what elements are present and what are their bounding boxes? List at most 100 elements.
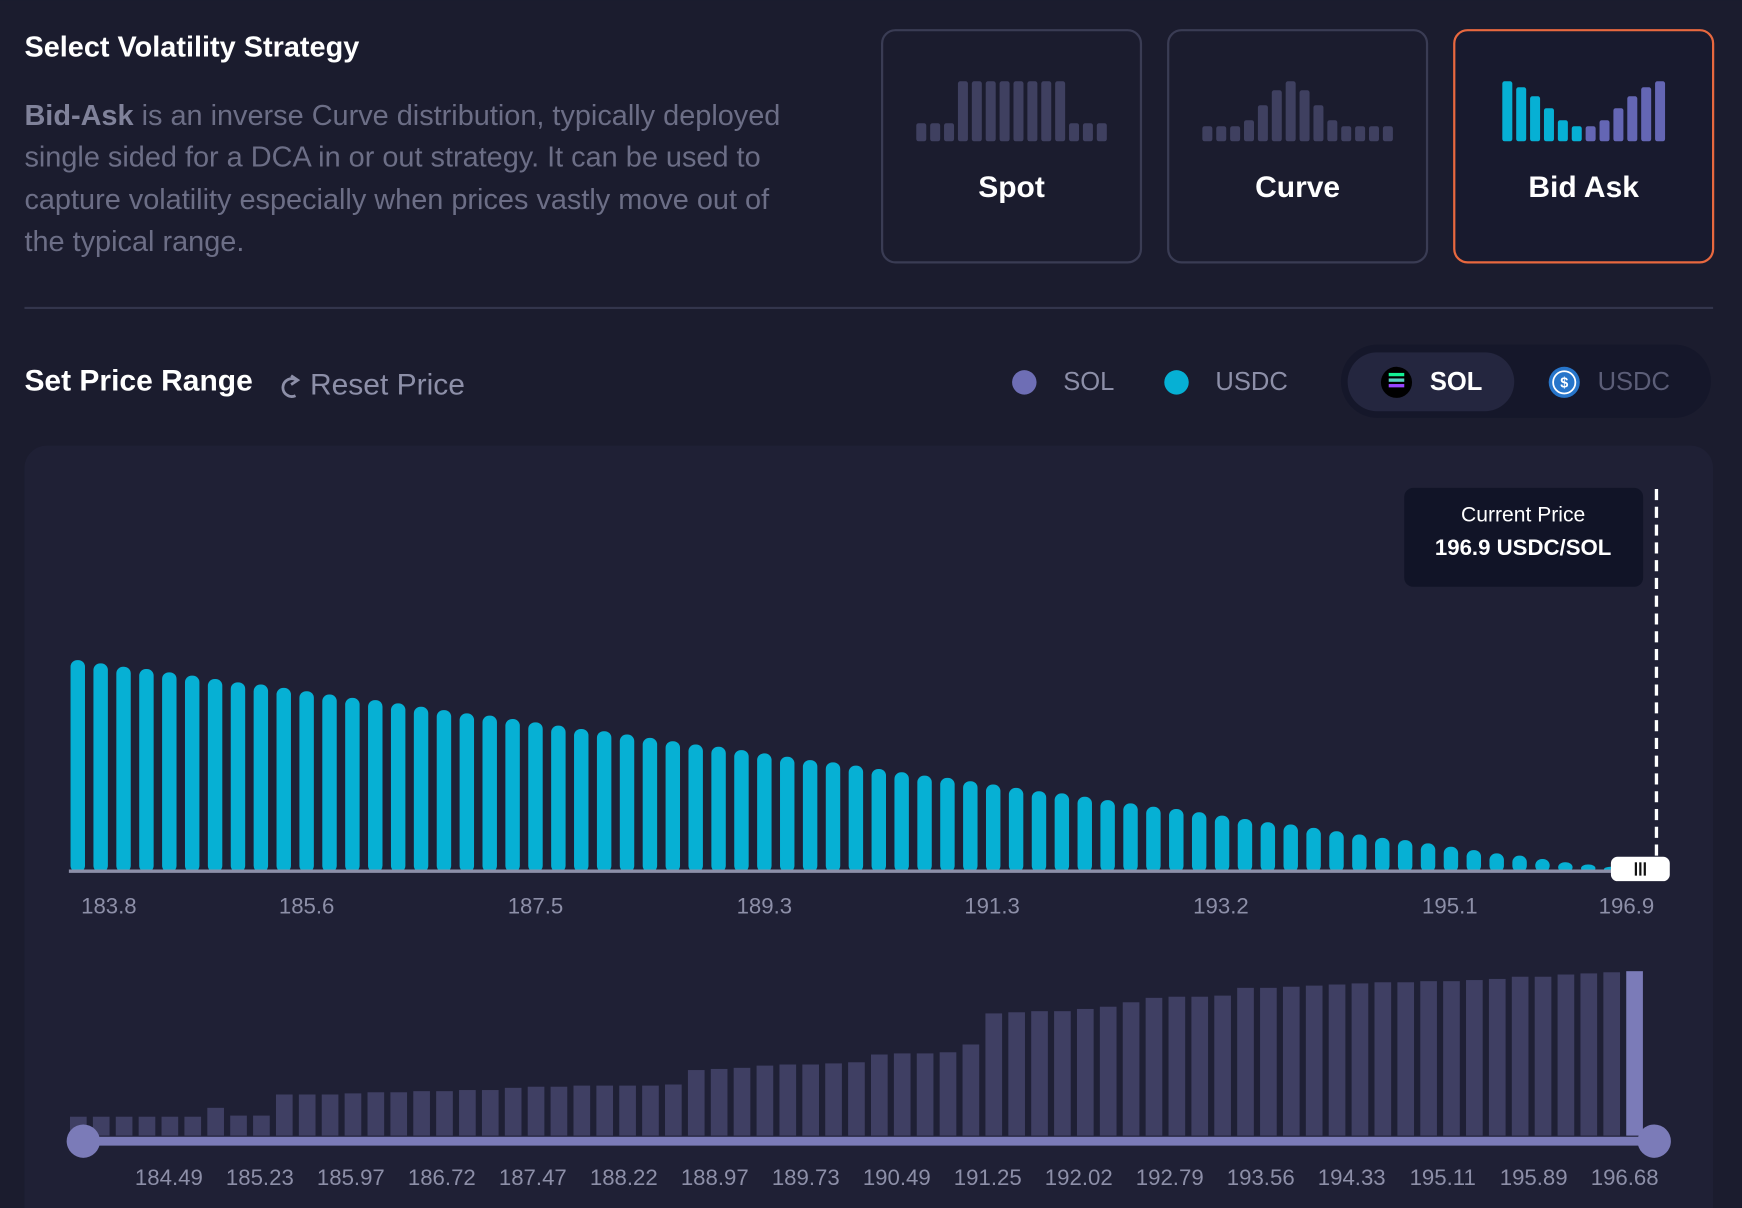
card-icon-bar	[1327, 120, 1338, 142]
usdc-bar	[368, 700, 383, 873]
card-icon-bar	[1543, 108, 1554, 142]
usdc-bar	[528, 722, 543, 873]
card-icon-bar	[1027, 81, 1038, 142]
card-icon-bar	[985, 81, 996, 142]
usdc-bar	[848, 765, 864, 873]
card-icon-bar	[1096, 123, 1107, 142]
liquidity-bar	[230, 1115, 247, 1136]
card-icon-bar	[1216, 126, 1227, 142]
liquidity-bar	[161, 1116, 179, 1136]
card-icon-bar	[1299, 90, 1310, 142]
card-icon-bar	[1069, 123, 1080, 142]
liquidity-bar	[1466, 980, 1483, 1136]
toggle-label[interactable]: USDC	[1598, 368, 1670, 396]
usdc-bar	[734, 750, 749, 873]
card-label[interactable]: Bid Ask	[1528, 171, 1639, 204]
section-title: Set Price Range	[24, 364, 252, 397]
toggle-option[interactable]: $ USDC	[1548, 366, 1670, 398]
price-tick-label: 189.3	[737, 894, 793, 919]
liquidity-bar	[436, 1091, 453, 1136]
liquidity-bar	[207, 1107, 224, 1136]
card-icon-bar	[1230, 126, 1241, 142]
liquidity-bar	[1511, 976, 1529, 1136]
card-icon-bar	[1285, 81, 1296, 142]
token-icon-ring	[1552, 370, 1577, 395]
card-icon-bar	[1082, 123, 1093, 142]
card-icon-bar	[1571, 126, 1582, 142]
strategy-card[interactable]: Curve	[1167, 29, 1429, 264]
card-icon-bar	[1585, 126, 1596, 142]
range-tick-label: 189.73	[772, 1165, 840, 1190]
liquidity-bar	[481, 1090, 499, 1136]
liquidity-bar	[413, 1091, 430, 1136]
card-label[interactable]: Curve	[1255, 171, 1340, 204]
liquidity-bar	[367, 1092, 385, 1136]
usdc-bar	[345, 697, 360, 873]
liquidity-bar	[642, 1085, 659, 1136]
usdc-bar	[1306, 827, 1321, 873]
card-icon-bar	[971, 81, 982, 142]
card-label[interactable]: Spot	[978, 171, 1045, 204]
range-handle-max[interactable]	[1637, 1124, 1671, 1158]
usdc-bar	[207, 678, 223, 873]
reset-label[interactable]: Reset Price	[310, 369, 465, 402]
strategy-card[interactable]: Bid Ask	[1453, 29, 1715, 264]
liquidity-bar	[916, 1053, 934, 1136]
liquidity-bar	[138, 1116, 156, 1136]
toggle-option[interactable]: SOL	[1347, 352, 1515, 412]
strategy-options: Spot Curve Bid Ask	[880, 29, 1715, 264]
liquidity-bar	[871, 1054, 888, 1136]
range-tick-label: 187.47	[499, 1165, 567, 1190]
card-icon-bar	[1557, 120, 1568, 142]
usdc-bar	[482, 715, 497, 873]
liquidity-bar	[1305, 985, 1323, 1136]
chart: 183.8 185.6 187.5 189.3 191.3 193.2 195.1 196.9…	[66, 487, 1671, 1190]
reset-button[interactable]: Reset Price	[281, 369, 465, 402]
liquidity-bar	[1580, 973, 1598, 1136]
usdc-bar	[1283, 824, 1298, 873]
tooltip-title: Current Price	[1461, 503, 1585, 526]
range-tick-label: 191.25	[954, 1165, 1022, 1190]
liquidity-bar	[1443, 981, 1460, 1136]
liquidity-bar	[619, 1085, 636, 1136]
usdc-bar	[1466, 850, 1482, 873]
usdc-bar	[413, 706, 429, 873]
description: Bid-Ask is an inverse Curve distribution…	[24, 99, 780, 131]
strategy-card[interactable]: Spot	[880, 29, 1143, 264]
liquidity-bar	[344, 1093, 362, 1136]
price-handle[interactable]	[1610, 856, 1670, 882]
tooltip-value: 196.9 USDC/SOL	[1435, 535, 1611, 560]
usdc-bar	[574, 728, 589, 873]
liquidity-bar	[253, 1115, 270, 1136]
price-tick-label: 191.3	[964, 894, 1020, 919]
current-price-tooltip	[1404, 487, 1644, 587]
usdc-bar	[917, 775, 932, 873]
liquidity-bar	[893, 1053, 911, 1136]
card-icon-bar	[1202, 126, 1213, 142]
reset-icon	[281, 374, 301, 398]
usdc-bar	[1054, 793, 1070, 873]
liquidity-bar	[184, 1116, 202, 1136]
toggle-label[interactable]: SOL	[1430, 368, 1483, 396]
price-tick-label: 187.5	[508, 894, 564, 919]
usdc-bar	[1031, 791, 1047, 873]
liquidity-bar	[1214, 995, 1231, 1136]
liquidity-bar	[1626, 971, 1643, 1136]
liquidity-bar	[1031, 1011, 1048, 1136]
usdc-bar	[757, 753, 772, 873]
usdc-bar	[940, 777, 955, 873]
liquidity-bar	[665, 1084, 682, 1136]
token-icon-stripe	[1388, 378, 1405, 382]
range-handle-min[interactable]	[66, 1124, 100, 1158]
usdc-bar	[688, 744, 703, 873]
range-tick-label: 190.49	[863, 1165, 931, 1190]
liquidity-bar	[1099, 1006, 1117, 1136]
legend-swatch	[1164, 370, 1189, 395]
card-icon-bar	[1257, 105, 1268, 142]
card-icon-bar	[957, 81, 968, 142]
token-toggle-options: SOL $ USDC	[1347, 352, 1670, 412]
liquidity-bar	[321, 1094, 339, 1136]
card-icon-bar	[1382, 126, 1393, 142]
card-icon-bar	[1627, 96, 1638, 142]
usdc-bar	[1191, 812, 1207, 873]
